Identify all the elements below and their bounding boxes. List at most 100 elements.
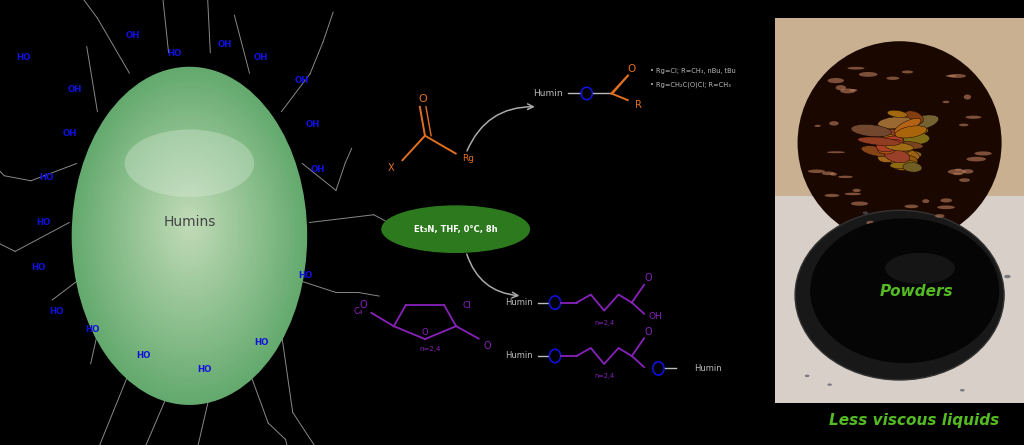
Text: Cl: Cl: [462, 301, 471, 310]
Ellipse shape: [93, 95, 286, 372]
Ellipse shape: [964, 94, 971, 100]
Ellipse shape: [887, 142, 914, 151]
Ellipse shape: [808, 170, 825, 173]
Ellipse shape: [827, 384, 831, 386]
Ellipse shape: [134, 150, 245, 307]
Ellipse shape: [154, 176, 225, 277]
Ellipse shape: [160, 183, 219, 268]
Ellipse shape: [923, 199, 930, 203]
Ellipse shape: [74, 69, 305, 402]
Ellipse shape: [822, 171, 835, 175]
Text: HO: HO: [85, 325, 99, 334]
Ellipse shape: [109, 116, 270, 347]
Text: OH: OH: [126, 31, 140, 40]
Ellipse shape: [805, 375, 810, 377]
Text: HO: HO: [36, 218, 50, 227]
Ellipse shape: [877, 136, 903, 152]
Text: X: X: [388, 163, 394, 173]
Ellipse shape: [156, 178, 223, 274]
Ellipse shape: [954, 169, 963, 171]
Ellipse shape: [185, 217, 194, 229]
Text: HO: HO: [298, 271, 312, 280]
Text: Humins: Humins: [163, 215, 216, 230]
Ellipse shape: [962, 169, 974, 174]
Ellipse shape: [911, 125, 927, 137]
Text: Humin: Humin: [505, 352, 532, 360]
Ellipse shape: [858, 137, 900, 146]
Ellipse shape: [882, 150, 922, 162]
Ellipse shape: [975, 151, 992, 155]
Text: OH: OH: [254, 53, 268, 62]
Ellipse shape: [174, 202, 205, 247]
Text: HO: HO: [32, 263, 46, 271]
Ellipse shape: [89, 90, 290, 377]
Ellipse shape: [829, 121, 839, 125]
Text: n=2,4: n=2,4: [420, 346, 440, 352]
Ellipse shape: [903, 111, 924, 125]
Ellipse shape: [848, 67, 864, 69]
Ellipse shape: [845, 193, 861, 195]
Text: HO: HO: [49, 307, 63, 316]
Text: HO: HO: [39, 174, 53, 182]
Ellipse shape: [942, 101, 949, 103]
Text: O: O: [419, 94, 427, 104]
Text: OH: OH: [68, 85, 82, 93]
Ellipse shape: [176, 204, 203, 244]
Ellipse shape: [827, 78, 844, 83]
Ellipse shape: [903, 162, 922, 172]
Ellipse shape: [168, 194, 211, 256]
Ellipse shape: [849, 89, 857, 91]
Ellipse shape: [187, 220, 191, 226]
Ellipse shape: [830, 173, 837, 176]
Ellipse shape: [824, 194, 840, 197]
Ellipse shape: [121, 132, 258, 329]
Ellipse shape: [798, 41, 1001, 244]
Ellipse shape: [895, 150, 916, 160]
Text: Humin: Humin: [534, 89, 563, 98]
Text: • Rg=Cl; R=CH₃, nBu, tBu: • Rg=Cl; R=CH₃, nBu, tBu: [650, 68, 736, 74]
Ellipse shape: [153, 173, 226, 280]
Bar: [775, 18, 1024, 278]
Ellipse shape: [966, 116, 981, 119]
Ellipse shape: [103, 108, 275, 356]
Ellipse shape: [144, 163, 234, 292]
Ellipse shape: [959, 389, 965, 392]
Ellipse shape: [1005, 275, 1011, 278]
Ellipse shape: [902, 70, 913, 73]
Ellipse shape: [115, 124, 264, 338]
Text: OH: OH: [310, 165, 325, 174]
Ellipse shape: [178, 207, 201, 241]
Ellipse shape: [183, 214, 196, 231]
Ellipse shape: [894, 118, 921, 134]
Ellipse shape: [91, 93, 288, 375]
Text: O: O: [644, 327, 652, 336]
Ellipse shape: [123, 134, 256, 326]
Ellipse shape: [76, 72, 303, 399]
Text: HO: HO: [167, 49, 181, 58]
Ellipse shape: [896, 145, 912, 152]
Ellipse shape: [878, 132, 907, 142]
Ellipse shape: [72, 67, 307, 405]
Ellipse shape: [891, 155, 918, 170]
Ellipse shape: [851, 202, 868, 206]
Ellipse shape: [836, 85, 846, 90]
Ellipse shape: [893, 142, 924, 149]
Ellipse shape: [80, 77, 299, 393]
Text: n=2,4: n=2,4: [594, 373, 614, 379]
Ellipse shape: [888, 129, 918, 138]
Ellipse shape: [838, 176, 853, 178]
Ellipse shape: [887, 110, 907, 117]
Text: Less viscous liquids: Less viscous liquids: [829, 413, 999, 428]
Ellipse shape: [142, 160, 237, 295]
Ellipse shape: [877, 143, 890, 154]
Ellipse shape: [937, 206, 954, 209]
Ellipse shape: [881, 146, 920, 162]
Ellipse shape: [878, 117, 913, 129]
Ellipse shape: [132, 147, 247, 311]
Ellipse shape: [947, 169, 966, 174]
Ellipse shape: [179, 210, 200, 238]
Ellipse shape: [895, 126, 927, 138]
Ellipse shape: [127, 139, 252, 320]
Ellipse shape: [902, 124, 929, 135]
Text: Powders: Powders: [880, 284, 953, 299]
